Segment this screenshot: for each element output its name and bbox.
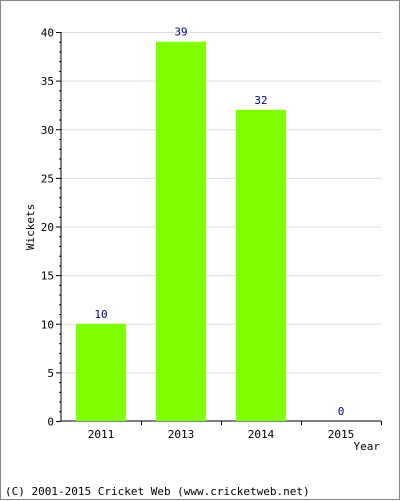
value-label-2015: 0 xyxy=(338,405,345,418)
y-tick-label: 0 xyxy=(47,416,54,429)
copyright-footer: (C) 2001-2015 Cricket Web (www.cricketwe… xyxy=(5,485,310,498)
y-tick-label: 30 xyxy=(41,124,54,137)
x-tick-label-2014: 2014 xyxy=(248,428,275,441)
y-tick-label: 35 xyxy=(41,75,54,88)
y-axis-ticks: 0 5 10 15 20 25 30 35 40 xyxy=(41,27,61,429)
value-label-2014: 32 xyxy=(254,94,267,107)
y-tick-label: 10 xyxy=(41,318,54,331)
y-tick-label: 40 xyxy=(41,27,54,40)
x-tick-label-2013: 2013 xyxy=(168,428,195,441)
x-axis-label: Year xyxy=(354,440,381,453)
bar-2013 xyxy=(156,41,206,421)
x-axis-ticks: 2011 2013 2014 2015 xyxy=(88,421,382,441)
y-axis-label: Wickets xyxy=(24,204,37,250)
y-tick-label: 20 xyxy=(41,221,54,234)
value-label-2011: 10 xyxy=(94,308,107,321)
y-tick-label: 15 xyxy=(41,270,54,283)
value-label-2013: 39 xyxy=(174,26,187,39)
bar-2014 xyxy=(236,109,286,422)
x-tick-label-2015: 2015 xyxy=(328,428,355,441)
y-tick-label: 5 xyxy=(47,367,54,380)
gridlines xyxy=(61,32,381,374)
y-tick-label: 25 xyxy=(41,172,54,185)
x-tick-label-2011: 2011 xyxy=(88,428,115,441)
bar-2011 xyxy=(76,323,126,421)
bars: 10 39 32 0 xyxy=(76,26,345,422)
